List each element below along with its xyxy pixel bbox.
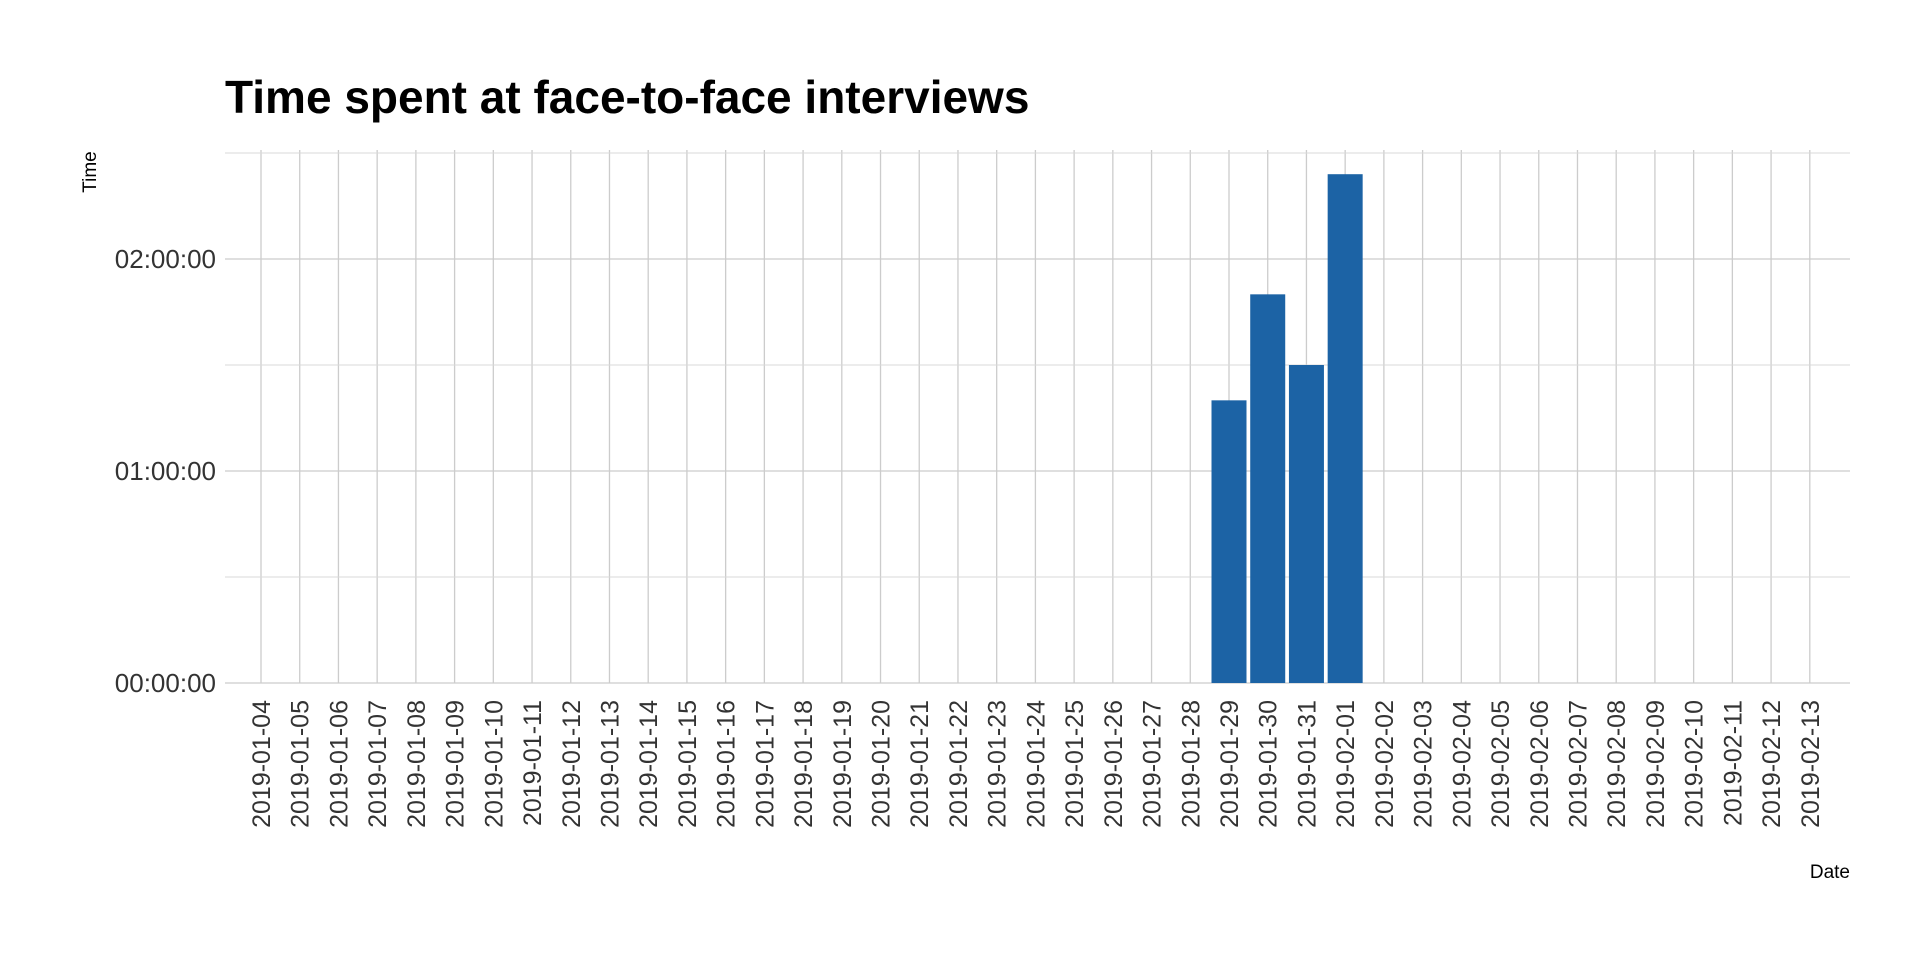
x-tick-label: 2019-01-09	[442, 700, 470, 828]
chart-title: Time spent at face-to-face interviews	[225, 71, 1029, 123]
x-tick-label: 2019-02-05	[1487, 700, 1515, 828]
x-tick-label: 2019-01-25	[1061, 700, 1089, 828]
bar-2019-02-01	[1327, 174, 1363, 683]
gridlines	[225, 150, 1850, 684]
x-tick-label: 2019-02-13	[1797, 700, 1825, 828]
x-tick-label: 2019-02-09	[1642, 700, 1670, 828]
x-tick-label: 2019-01-11	[519, 700, 547, 826]
x-tick-label: 2019-01-04	[248, 700, 276, 828]
x-tick-label: 2019-01-31	[1293, 700, 1321, 828]
x-tick-label: 2019-01-17	[751, 700, 779, 828]
x-tick-label: 2019-01-20	[868, 700, 896, 828]
x-tick-label: 2019-01-30	[1255, 700, 1283, 828]
x-tick-label: 2019-02-01	[1332, 700, 1360, 828]
x-tick-label: 2019-01-28	[1177, 700, 1205, 828]
x-tick-label: 2019-02-06	[1526, 700, 1554, 828]
x-tick-label: 2019-02-02	[1371, 700, 1399, 828]
y-tick-label: 01:00:00	[115, 456, 216, 486]
x-tick-label: 2019-01-18	[790, 700, 818, 828]
bar-2019-01-29	[1211, 400, 1247, 683]
x-tick-label: 2019-01-07	[364, 700, 392, 828]
x-tick-label: 2019-01-05	[287, 700, 315, 828]
x-tick-label: 2019-01-24	[1022, 700, 1050, 828]
bars	[1211, 174, 1363, 683]
y-axis-title: Time	[80, 151, 101, 193]
x-tick-label: 2019-01-21	[906, 700, 934, 828]
bar-2019-01-31	[1288, 365, 1324, 683]
x-tick-labels: 2019-01-04 2019-01-05 2019-01-06 2019-01-07…	[248, 700, 1825, 828]
x-axis-title: Date	[1810, 862, 1850, 883]
x-tick-label: 2019-02-11	[1719, 700, 1747, 826]
y-tick-labels: 00:00:00 01:00:00 02:00:00	[115, 244, 216, 698]
x-tick-label: 2019-02-10	[1681, 700, 1709, 828]
x-tick-label: 2019-01-14	[635, 700, 663, 828]
x-tick-label: 2019-01-22	[945, 700, 973, 828]
y-tick-label: 00:00:00	[115, 668, 216, 698]
x-tick-label: 2019-02-08	[1603, 700, 1631, 828]
y-tick-label: 02:00:00	[115, 244, 216, 274]
x-tick-label: 2019-01-29	[1216, 700, 1244, 828]
x-tick-label: 2019-01-19	[829, 700, 857, 828]
x-tick-label: 2019-02-12	[1758, 700, 1786, 828]
bar-2019-01-30	[1250, 294, 1286, 683]
x-tick-label: 2019-01-10	[480, 700, 508, 828]
x-tick-label: 2019-01-15	[674, 700, 702, 828]
x-tick-label: 2019-02-07	[1564, 700, 1592, 828]
x-tick-label: 2019-01-08	[403, 700, 431, 828]
x-tick-label: 2019-02-04	[1448, 700, 1476, 828]
x-tick-label: 2019-02-03	[1410, 700, 1438, 828]
x-tick-label: 2019-01-06	[325, 700, 353, 828]
x-tick-label: 2019-01-13	[596, 700, 624, 828]
x-tick-label: 2019-01-26	[1100, 700, 1128, 828]
x-tick-label: 2019-01-23	[984, 700, 1012, 828]
x-tick-label: 2019-01-12	[558, 700, 586, 828]
x-tick-label: 2019-01-16	[713, 700, 741, 828]
x-tick-label: 2019-01-27	[1139, 700, 1167, 828]
